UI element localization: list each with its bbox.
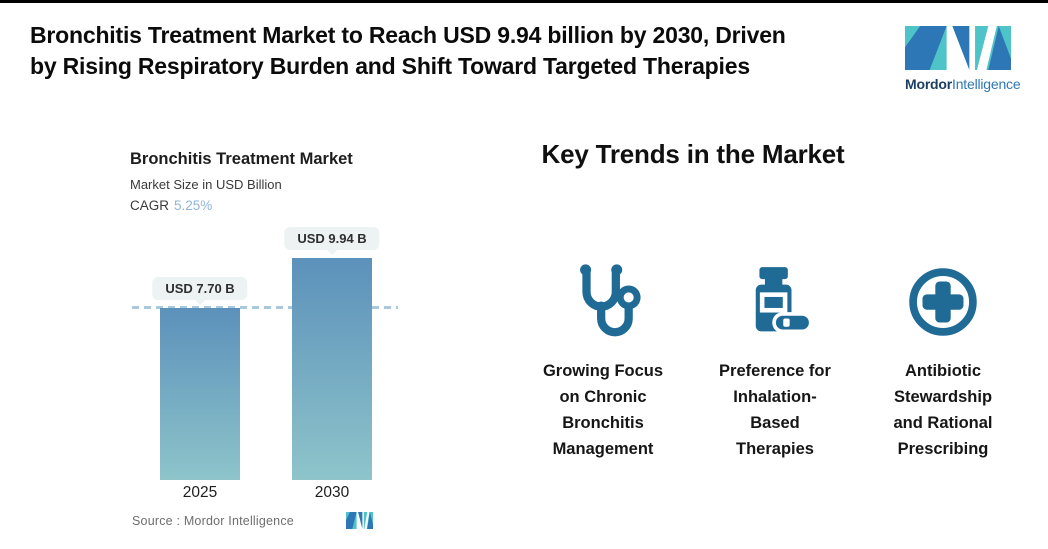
bar-value-label-2030: USD 9.94 B bbox=[284, 227, 380, 255]
mordor-logo-mark bbox=[905, 26, 1011, 70]
reference-dashed-line bbox=[132, 306, 398, 309]
stethoscope-icon bbox=[513, 252, 693, 352]
trend-item-inhalation-therapies: Preference for Inhalation- Based Therapi… bbox=[685, 252, 865, 462]
top-border-line bbox=[0, 0, 1048, 3]
x-axis-label-2025: 2025 bbox=[182, 484, 218, 501]
mordor-logo-wordmark: MordorIntelligence bbox=[905, 76, 1023, 92]
cagr-value: 5.25% bbox=[174, 198, 213, 213]
label-pointer bbox=[326, 249, 338, 255]
page-title: Bronchitis Treatment Market to Reach USD… bbox=[30, 22, 786, 79]
bar-value-label-2025: USD 7.70 B bbox=[152, 277, 248, 305]
pill-bottle-icon bbox=[685, 252, 865, 352]
medical-cross-circle-icon bbox=[853, 252, 1033, 352]
trend-label: Antibiotic Stewardship and Rational Pres… bbox=[893, 362, 993, 458]
trend-label: Preference for Inhalation- Based Therapi… bbox=[719, 362, 831, 458]
trend-item-chronic-bronchitis: Growing Focus on Chronic Bronchitis Mana… bbox=[513, 252, 693, 462]
source-attribution: Source : Mordor Intelligence bbox=[132, 514, 294, 528]
brand-name-bold: Mordor bbox=[905, 76, 953, 92]
key-trends-heading: Key Trends in the Market bbox=[541, 139, 845, 169]
bar-2030 bbox=[292, 258, 372, 480]
bar-value-text: USD 9.94 B bbox=[297, 231, 367, 246]
label-pointer bbox=[194, 299, 206, 305]
cagr-label: CAGR bbox=[130, 198, 170, 213]
x-axis-label-2030: 2030 bbox=[314, 484, 350, 501]
brand-name-light: Intelligence bbox=[952, 76, 1021, 92]
bar-value-text: USD 7.70 B bbox=[165, 281, 235, 296]
chart-cagr-row: CAGR 5.25% bbox=[130, 198, 432, 213]
chart-subtitle: Market Size in USD Billion bbox=[130, 177, 282, 192]
bar-2025 bbox=[160, 308, 240, 480]
source-logo-mark bbox=[346, 512, 373, 529]
trend-label: Growing Focus on Chronic Bronchitis Mana… bbox=[542, 362, 664, 458]
bar-chart-plot: USD 7.70 B USD 9.94 B 2025 2030 bbox=[130, 227, 432, 501]
mordor-intelligence-logo: MordorIntelligence bbox=[905, 26, 1023, 92]
market-chart-panel: Bronchitis Treatment Market Market Size … bbox=[130, 146, 432, 546]
trend-item-antibiotic-stewardship: Antibiotic Stewardship and Rational Pres… bbox=[853, 252, 1033, 462]
chart-title: Bronchitis Treatment Market bbox=[130, 150, 353, 168]
